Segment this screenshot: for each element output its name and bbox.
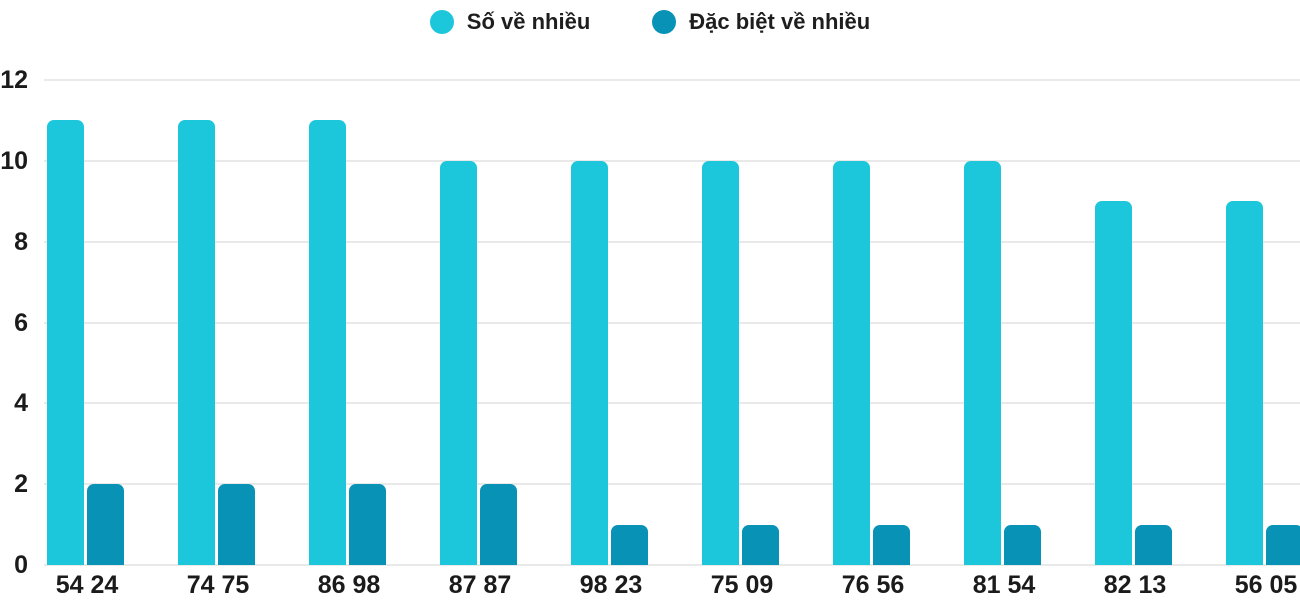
gridline-y-4 [44,402,1300,405]
bar-series-0-74-75 [178,120,215,565]
x-axis-category-label: 98 23 [579,571,643,599]
gridline-y-2 [44,483,1300,486]
bar-series-1-98-23 [611,525,648,565]
chart-legend: Số về nhiều Đặc biệt về nhiều [0,9,1300,35]
bar-series-1-87-87 [480,484,517,565]
gridline-y-0 [44,564,1300,566]
bar-series-0-56-05 [1226,201,1263,565]
bar-series-0-98-23 [571,161,608,565]
bar-series-1-54-24 [87,484,124,565]
bar-series-0-86-98 [309,120,346,565]
legend-swatch-circle-icon [652,10,677,34]
x-axis-category-label: 82 13 [1103,571,1167,599]
x-axis-category-label: 87 87 [448,571,512,599]
x-axis-category-label: 54 24 [55,571,119,599]
y-axis-tick-label: 4 [14,389,28,418]
bar-series-0-76-56 [833,161,870,565]
legend-swatch-circle-icon [429,10,454,34]
y-axis-tick-label: 10 [0,146,28,175]
bar-series-1-56-05 [1266,525,1300,565]
bar-series-0-87-87 [440,161,477,565]
gridline-y-6 [44,321,1300,324]
x-axis-category-label: 74 75 [186,571,250,599]
y-axis-tick-label: 0 [14,551,28,579]
bar-series-1-76-56 [873,525,910,565]
legend-item-1[interactable]: Đặc biệt về nhiều [652,9,870,35]
gridline-y-12 [44,79,1300,81]
bar-series-0-82-13 [1095,201,1132,565]
x-axis-category-label: 86 98 [317,571,381,599]
bar-series-1-86-98 [349,484,386,565]
legend-label: Số về nhiều [466,9,591,34]
legend-label: Đặc biệt về nhiều [689,9,871,34]
bar-series-1-75-09 [742,525,779,565]
x-axis-category-label: 76 56 [841,571,905,599]
y-axis-tick-label: 8 [14,227,28,256]
bar-series-0-54-24 [47,120,84,565]
legend-item-0[interactable]: Số về nhiều [429,9,591,35]
y-axis-tick-label: 12 [0,66,28,94]
x-axis-category-label: 81 54 [972,571,1036,599]
x-axis-category-label: 75 09 [710,571,774,599]
bar-series-1-82-13 [1135,525,1172,565]
bar-series-1-81-54 [1004,525,1041,565]
gridline-y-10 [44,159,1300,162]
y-axis-tick-label: 2 [14,470,28,499]
gridline-y-8 [44,240,1300,243]
bar-series-0-75-09 [702,161,739,565]
x-axis-category-label: 56 05 [1234,571,1298,599]
bar-series-1-74-75 [218,484,255,565]
bar-series-0-81-54 [964,161,1001,565]
y-axis-tick-label: 6 [14,308,28,337]
